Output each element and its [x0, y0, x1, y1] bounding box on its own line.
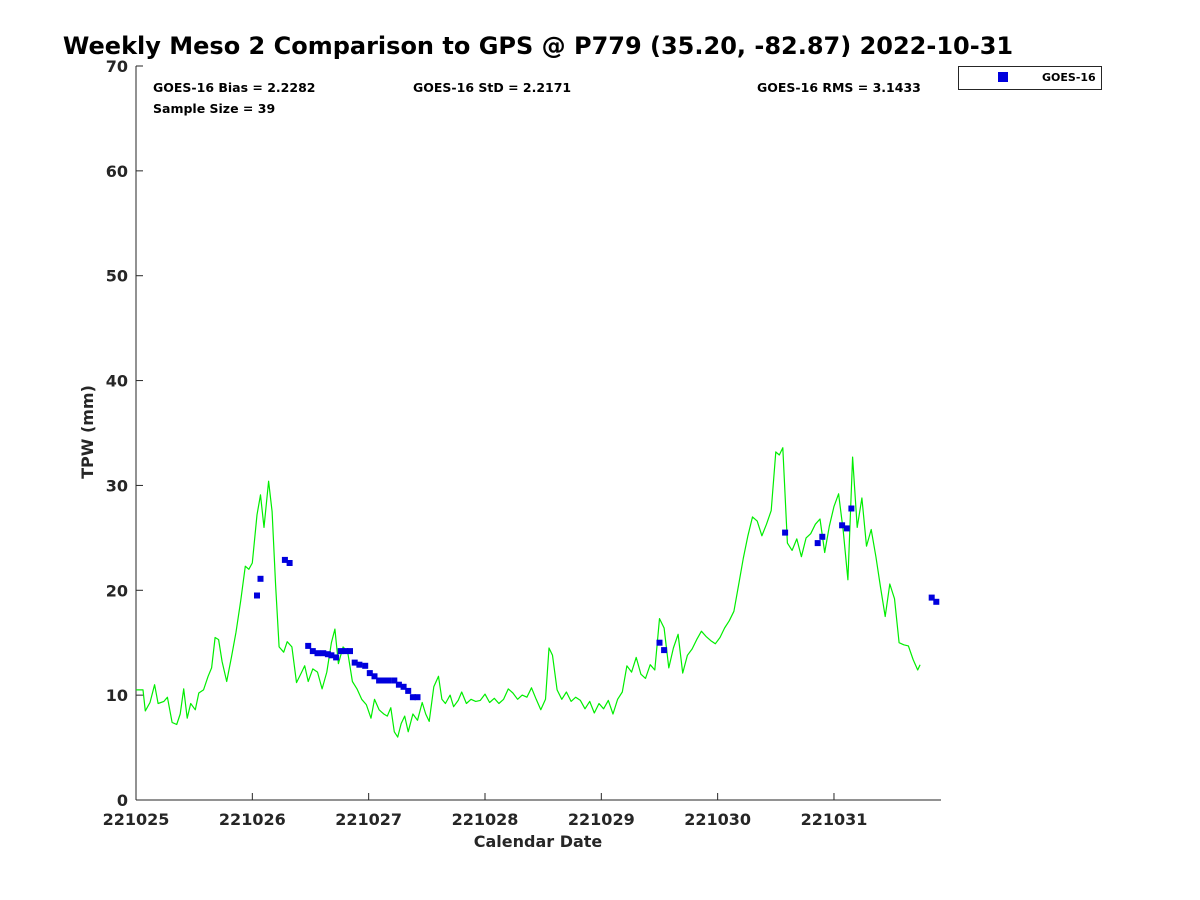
stat-rms: GOES-16 RMS = 3.1433 [757, 80, 921, 95]
chart-title: Weekly Meso 2 Comparison to GPS @ P779 (… [63, 32, 1013, 60]
goes-16-point [309, 648, 316, 655]
goes-16-point [333, 654, 340, 661]
goes-16-point [414, 694, 421, 701]
goes-16-point [376, 677, 383, 684]
goes-16-point [320, 650, 327, 657]
goes-16-point [337, 648, 344, 655]
x-tick-label: 221027 [335, 810, 402, 829]
goes-16-point [328, 652, 335, 659]
x-tick-label: 221026 [219, 810, 286, 829]
y-tick-label: 10 [106, 686, 128, 705]
stat-sample-size: Sample Size = 39 [153, 101, 275, 116]
y-tick-label: 50 [106, 267, 128, 286]
x-tick-label: 221029 [568, 810, 635, 829]
goes-16-point [257, 575, 264, 582]
x-tick-label: 221030 [684, 810, 751, 829]
y-tick-label: 60 [106, 162, 128, 181]
goes-16-point [819, 533, 826, 540]
plot-area: 0 10 20 30 40 50 60 70 221025 221026 221027 221028… [103, 57, 941, 829]
goes-16-point [933, 598, 940, 605]
goes-16-point [254, 592, 260, 599]
goes-16-point [356, 661, 363, 668]
x-tick-label: 221031 [801, 810, 868, 829]
legend-box [958, 66, 1102, 90]
goes-16-point [391, 677, 398, 684]
goes-16-point [782, 529, 789, 536]
goes-16-point [380, 677, 387, 684]
legend: GOES-16 [958, 66, 1102, 90]
y-tick-label: 30 [106, 476, 128, 495]
goes-16-point [409, 694, 416, 701]
goes-16-point [342, 648, 349, 655]
goes-16-point [385, 677, 392, 684]
y-tick-label: 40 [106, 372, 128, 391]
x-axis-label: Calendar Date [474, 832, 603, 851]
legend-label-goes-16: GOES-16 [1042, 71, 1096, 84]
y-ticks: 0 10 20 30 40 50 60 70 [106, 57, 143, 810]
goes-16-point [281, 556, 288, 563]
goes-16-point [928, 594, 935, 601]
x-tick-label: 221025 [103, 810, 170, 829]
gps-tpw-line [136, 447, 921, 738]
series-layer [136, 447, 940, 738]
goes-16-point [656, 639, 663, 646]
goes-16-point [848, 505, 855, 512]
goes-16-point [347, 648, 353, 655]
goes-16-point [314, 650, 321, 657]
stat-std: GOES-16 StD = 2.2171 [413, 80, 571, 95]
goes-16-point [305, 642, 312, 649]
goes-16-point [366, 670, 373, 677]
y-tick-label: 0 [117, 791, 128, 810]
goes-16-point [286, 560, 293, 566]
goes-16-point [324, 651, 331, 658]
goes-16-point [839, 522, 846, 529]
x-ticks: 221025 221026 221027 221028 221029 221030 2210… [103, 793, 868, 829]
goes-16-point [843, 525, 850, 532]
stat-bias: GOES-16 Bias = 2.2282 [153, 80, 315, 95]
goes-16-point [400, 683, 407, 690]
y-axis-label: TPW (mm) [78, 385, 97, 479]
x-tick-label: 221028 [452, 810, 519, 829]
goes-16-point [661, 647, 668, 654]
goes-16-point [362, 662, 369, 669]
y-tick-label: 20 [106, 581, 128, 600]
legend-marker-goes-16 [998, 72, 1008, 82]
goes-16-point [371, 673, 378, 680]
goes-16-point [814, 540, 821, 547]
goes-16-point [405, 687, 412, 694]
goes-16-point [395, 681, 402, 688]
goes-16-point [351, 659, 358, 666]
y-tick-label: 70 [106, 57, 128, 76]
